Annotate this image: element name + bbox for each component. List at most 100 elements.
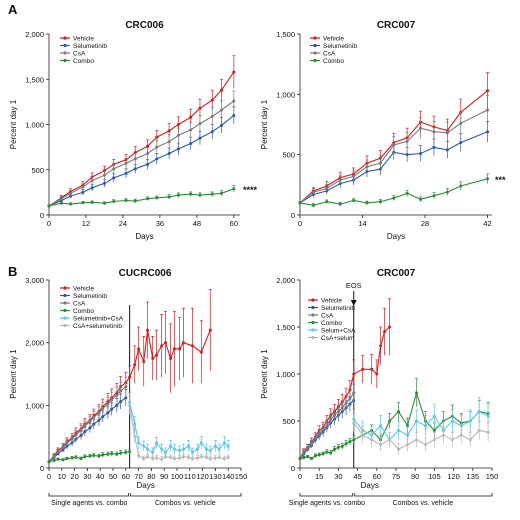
legend-label: CsA+selum <box>321 335 354 342</box>
data-point <box>106 402 110 406</box>
data-point <box>112 167 116 171</box>
data-point <box>190 450 194 454</box>
data-point <box>181 455 185 459</box>
x-tick-label: 48 <box>193 219 201 228</box>
data-point <box>459 433 463 437</box>
legend-label: CsA <box>323 51 336 58</box>
x-tick-label: 45 <box>353 472 361 481</box>
x-tick-label: 28 <box>421 219 429 228</box>
series-line <box>48 397 127 463</box>
data-point <box>81 190 85 194</box>
data-point <box>338 202 342 206</box>
legend-marker <box>311 298 315 302</box>
data-point <box>155 196 159 200</box>
data-point <box>101 415 105 419</box>
x-tick-label: 110 <box>184 472 196 481</box>
series-line <box>299 109 488 204</box>
y-tick-label: 3,000 <box>25 276 44 285</box>
x-axis-label: Days <box>135 232 153 241</box>
data-point <box>187 444 191 448</box>
legend-label: Selumetinib <box>323 43 357 50</box>
y-tick-label: 1,000 <box>276 90 295 99</box>
data-point <box>124 450 128 454</box>
data-point <box>302 450 306 454</box>
series-csa <box>298 383 356 461</box>
data-point <box>133 199 137 203</box>
data-point <box>110 452 114 456</box>
series-selumetinib <box>47 389 128 464</box>
data-point <box>459 184 463 188</box>
y-tick-label: 1,500 <box>276 30 295 39</box>
data-point <box>317 453 321 457</box>
legend-label: Selum+CsA <box>321 328 356 335</box>
data-point <box>133 167 137 171</box>
data-point <box>361 367 365 371</box>
data-point <box>59 197 63 201</box>
x-tick-label: 50 <box>109 472 117 481</box>
data-point <box>217 447 221 451</box>
data-point <box>365 201 369 205</box>
data-point <box>110 407 114 411</box>
x-tick-label: 150 <box>235 472 248 481</box>
data-point <box>83 430 87 434</box>
data-point <box>81 185 85 189</box>
data-point <box>477 410 481 414</box>
data-point <box>388 438 392 442</box>
series-combo <box>298 173 490 208</box>
data-point <box>146 328 150 332</box>
data-point <box>124 396 128 400</box>
y-tick-label: 1,500 <box>276 323 295 332</box>
data-point <box>222 441 226 445</box>
legend-marker <box>313 36 317 40</box>
significance-annotation: **** <box>243 185 258 195</box>
data-point <box>119 400 123 404</box>
data-point <box>210 98 214 102</box>
data-point <box>306 455 310 459</box>
data-point <box>210 130 214 134</box>
y-tick-label: 2,000 <box>25 339 44 348</box>
x-tick-label: 150 <box>486 472 499 481</box>
data-point <box>88 426 92 430</box>
data-point <box>397 410 401 414</box>
chart-title: CRC006 <box>125 20 164 31</box>
data-point <box>83 424 87 428</box>
x-tick-label: 130 <box>209 472 222 481</box>
x-tick-label: 75 <box>392 472 400 481</box>
data-point <box>146 197 150 201</box>
data-point <box>204 455 208 459</box>
y-tick-label: 500 <box>282 417 295 426</box>
data-point <box>468 419 472 423</box>
data-point <box>97 454 101 458</box>
x-tick-label: 30 <box>334 472 342 481</box>
data-point <box>178 448 182 452</box>
data-point <box>88 454 92 458</box>
data-point <box>90 186 94 190</box>
data-point <box>298 457 302 461</box>
data-point <box>190 344 194 348</box>
data-point <box>208 457 212 461</box>
legend-marker <box>313 43 317 48</box>
data-point <box>101 406 105 410</box>
data-point <box>220 191 224 195</box>
data-point <box>352 199 356 203</box>
data-point <box>119 451 123 455</box>
legend-marker <box>313 58 317 63</box>
panel-label-b: B <box>8 264 17 279</box>
data-point <box>52 458 56 462</box>
data-point <box>69 202 73 206</box>
data-point <box>348 440 352 444</box>
data-point <box>90 179 94 183</box>
data-point <box>172 347 176 351</box>
series-vehicle <box>47 55 236 208</box>
data-point <box>79 433 83 437</box>
data-point <box>47 460 51 464</box>
data-point <box>379 443 383 446</box>
data-point <box>210 114 214 118</box>
y-tick-label: 500 <box>282 151 295 160</box>
y-tick-label: 0 <box>40 464 44 473</box>
data-point <box>348 396 352 400</box>
data-point <box>199 455 203 459</box>
legend-marker <box>63 308 67 313</box>
legend-marker <box>63 36 67 40</box>
data-point <box>220 123 224 127</box>
